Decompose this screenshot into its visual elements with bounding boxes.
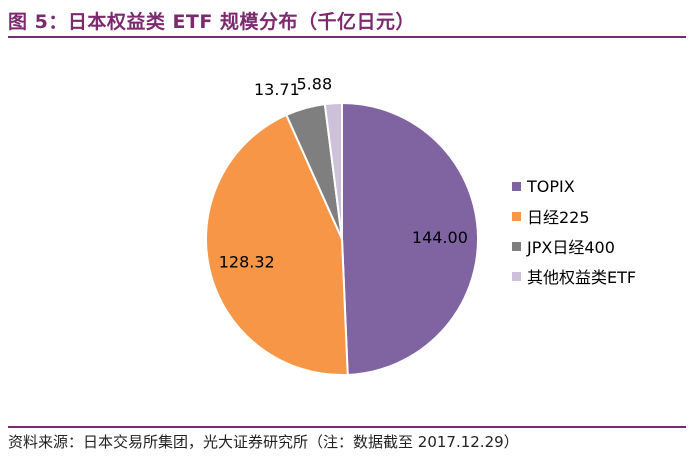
legend-swatch-other-etf [512,271,521,281]
legend-swatch-nikkei225 [512,211,521,221]
legend-item-other-etf: 其他权益类ETF [512,261,636,291]
source-divider [8,426,686,428]
figure-title: 图 5：日本权益类 ETF 规模分布（千亿日元） [8,11,415,33]
legend-item-jpx400: JPX日经400 [512,231,636,261]
source-note: 资料来源：日本交易所集团，光大证券研究所（注：数据截至 2017.12.29） [8,433,519,451]
chart-legend: TOPIX 日经225 JPX日经400 其他权益类ETF [512,171,636,291]
legend-label-nikkei225: 日经225 [527,208,590,227]
legend-label-topix: TOPIX [527,176,575,196]
title-divider [8,36,686,38]
pie-slice-other-etf [323,101,343,240]
legend-swatch-jpx400 [512,241,521,251]
legend-item-topix: TOPIX [512,171,636,201]
pie-slice-nikkei225 [205,113,349,376]
data-label-other-etf: 5.88 [297,74,333,93]
legend-label-jpx400: JPX日经400 [527,238,615,257]
legend-swatch-topix [512,181,521,191]
data-label-nikkei225: 128.32 [219,253,275,272]
data-label-topix: 144.00 [412,228,468,247]
data-label-jpx400: 13.71 [254,80,300,99]
legend-label-other-etf: 其他权益类ETF [527,268,637,287]
legend-item-nikkei225: 日经225 [512,201,636,231]
pie-slice-topix [341,101,479,376]
